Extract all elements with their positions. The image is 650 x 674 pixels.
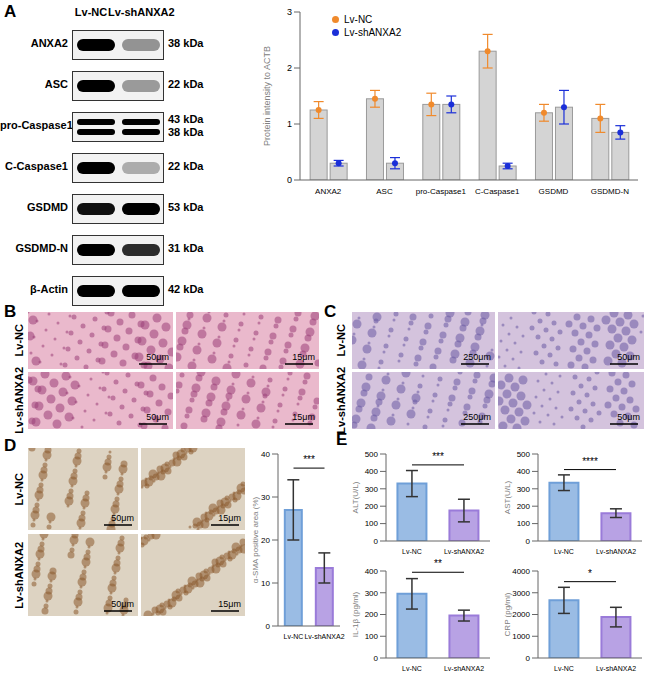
svg-text:300: 300 <box>365 485 379 494</box>
svg-text:4000: 4000 <box>512 567 530 576</box>
svg-text:Lv-shANXA2: Lv-shANXA2 <box>596 548 636 555</box>
html-text:Lv-NC: Lv-NC <box>13 324 25 357</box>
svg-text:500: 500 <box>517 450 531 459</box>
svg-text:GSDMD: GSDMD <box>539 187 569 196</box>
svg-text:1000: 1000 <box>512 632 530 641</box>
html-text:15μm: 15μm <box>218 513 241 523</box>
html-text:Lv-shANXA2: Lv-shANXA2 <box>335 367 347 434</box>
svg-text:0: 0 <box>526 654 531 663</box>
html-text:Lv-shANXA2: Lv-shANXA2 <box>344 27 402 38</box>
svg-text:Lv-shANXA2: Lv-shANXA2 <box>444 665 484 672</box>
svg-text:1: 1 <box>287 119 292 129</box>
html-text:53 kDa: 53 kDa <box>168 201 204 213</box>
html-text:Lv-NC: Lv-NC <box>344 14 373 25</box>
html-text:50μm: 50μm <box>146 412 169 422</box>
html-text:B: B <box>4 302 17 321</box>
svg-text:300: 300 <box>517 485 531 494</box>
html-text:15μm: 15μm <box>292 352 315 362</box>
html-text:38 kDa: 38 kDa <box>168 37 204 49</box>
html-text:43 kDa: 43 kDa <box>168 113 204 125</box>
svg-text:**: ** <box>434 558 442 569</box>
svg-text:100: 100 <box>517 519 531 528</box>
svg-text:Lv-shANXA2: Lv-shANXA2 <box>304 633 344 640</box>
html-text:15μm: 15μm <box>292 412 315 422</box>
svg-text:CRP (pg/ml): CRP (pg/ml) <box>503 592 512 636</box>
svg-text:Lv-shANXA2: Lv-shANXA2 <box>596 665 636 672</box>
html-text:42 kDa: 42 kDa <box>168 283 204 295</box>
html-text:Lv-shANXA2: Lv-shANXA2 <box>13 367 25 434</box>
svg-text:Lv-NC: Lv-NC <box>554 665 574 672</box>
html-text:50μm: 50μm <box>617 412 640 422</box>
svg-text:300: 300 <box>365 589 379 598</box>
svg-text:Lv-NC: Lv-NC <box>402 665 422 672</box>
svg-text:Lv-NC: Lv-NC <box>554 548 574 555</box>
html-text:β-Actin: β-Actin <box>30 283 68 295</box>
svg-text:ASC: ASC <box>376 187 393 196</box>
svg-text:Lv-NC: Lv-NC <box>402 548 422 555</box>
svg-text:ANXA2: ANXA2 <box>315 187 342 196</box>
html-text:50μm: 50μm <box>111 599 134 609</box>
svg-text:***: *** <box>432 451 444 462</box>
svg-text:10: 10 <box>261 579 270 588</box>
html-text:GSDMD-N: GSDMD-N <box>15 242 68 254</box>
html-text:ANXA2: ANXA2 <box>30 37 68 49</box>
html-text:D: D <box>4 436 17 455</box>
html-text:A: A <box>4 2 17 21</box>
svg-text:400: 400 <box>365 567 379 576</box>
svg-text:0: 0 <box>526 537 531 546</box>
html-text:ASC: ASC <box>44 78 68 90</box>
svg-text:AST(U/L): AST(U/L) <box>503 481 512 515</box>
svg-text:GSDMD-N: GSDMD-N <box>591 187 629 196</box>
html-text:Lv-NC Lv-shANXA2: Lv-NC Lv-shANXA2 <box>74 6 175 18</box>
svg-text:200: 200 <box>365 502 379 511</box>
svg-text:100: 100 <box>365 519 379 528</box>
svg-text:500: 500 <box>365 450 379 459</box>
html-text:C-Caspase1: C-Caspase1 <box>5 160 68 172</box>
svg-text:2000: 2000 <box>512 610 530 619</box>
svg-text:ALT(U/L): ALT(U/L) <box>351 481 360 513</box>
svg-text:0: 0 <box>374 654 379 663</box>
svg-text:****: **** <box>582 456 598 467</box>
html-text:Lv-NC: Lv-NC <box>335 324 347 357</box>
svg-text:40: 40 <box>261 450 270 459</box>
svg-text:100: 100 <box>365 632 379 641</box>
svg-text:Protein intensity to ACTB: Protein intensity to ACTB <box>262 46 272 146</box>
svg-text:2: 2 <box>287 63 292 73</box>
svg-text:200: 200 <box>517 502 531 511</box>
html-text:250μm: 250μm <box>463 352 491 362</box>
svg-text:0: 0 <box>266 622 271 631</box>
html-text:38 kDa: 38 kDa <box>168 126 204 138</box>
html-text:31 kDa: 31 kDa <box>168 242 204 254</box>
svg-text:3: 3 <box>287 7 292 17</box>
html-text:Lv-NC: Lv-NC <box>13 472 25 506</box>
svg-text:30: 30 <box>261 493 270 502</box>
svg-text:0: 0 <box>374 537 379 546</box>
svg-text:400: 400 <box>517 467 531 476</box>
svg-text:Lv-NC: Lv-NC <box>284 633 304 640</box>
html-text:250μm: 250μm <box>463 412 491 422</box>
html-text:pro-Caspase1: pro-Caspase1 <box>0 119 73 131</box>
svg-text:0: 0 <box>287 175 292 185</box>
html-text:GSDMD: GSDMD <box>27 201 68 213</box>
svg-text:*: * <box>588 568 592 579</box>
svg-text:IL-1β (pg/ml): IL-1β (pg/ml) <box>351 591 360 637</box>
svg-text:***: *** <box>303 454 315 465</box>
svg-text:Lv-shANXA2: Lv-shANXA2 <box>444 548 484 555</box>
svg-text:400: 400 <box>365 467 379 476</box>
html-text:50μm: 50μm <box>146 352 169 362</box>
svg-text:α-SMA positive area (%): α-SMA positive area (%) <box>251 496 260 583</box>
svg-text:3000: 3000 <box>512 589 530 598</box>
html-text:50μm: 50μm <box>617 352 640 362</box>
svg-text:pro-Caspase1: pro-Caspase1 <box>416 187 467 196</box>
svg-text:20: 20 <box>261 536 270 545</box>
html-text:15μm: 15μm <box>218 599 241 609</box>
svg-text:200: 200 <box>365 610 379 619</box>
html-text:22 kDa: 22 kDa <box>168 78 204 90</box>
html-text:C: C <box>324 302 337 321</box>
html-text:E: E <box>336 430 348 449</box>
html-text:50μm: 50μm <box>111 513 134 523</box>
svg-text:C-Caspase1: C-Caspase1 <box>475 187 520 196</box>
html-text:22 kDa: 22 kDa <box>168 160 204 172</box>
html-text:Lv-shANXA2: Lv-shANXA2 <box>13 541 25 609</box>
